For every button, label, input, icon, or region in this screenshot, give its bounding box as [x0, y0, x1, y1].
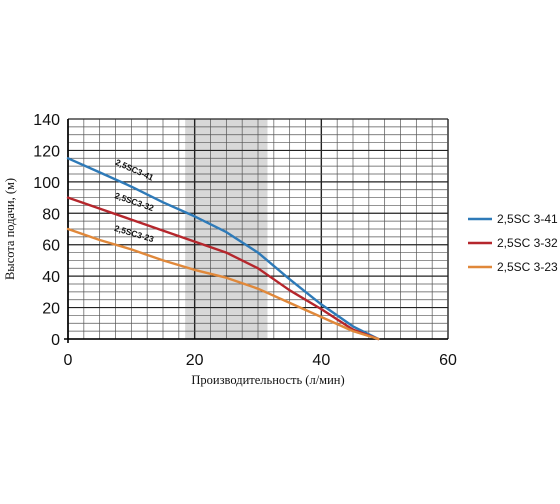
y-tick-labels: 0 20 40 60 80 100 120 140: [33, 112, 60, 349]
y-tick-label: 20: [42, 301, 60, 318]
x-tick-label: 60: [439, 352, 457, 369]
legend-label: 2,5SC 3-32: [497, 236, 558, 250]
curve-2-5SC-3-23: [66, 227, 380, 341]
x-tick-labels: 0 20 40 60: [64, 352, 457, 369]
y-tick-label: 40: [42, 269, 60, 286]
y-tick-label: 120: [33, 143, 60, 160]
y-axis-title: Высота подачи, (м): [3, 178, 17, 280]
curve-2-5SC-3-32: [66, 196, 380, 341]
curve-2-5SC-3-41: [66, 157, 380, 341]
legend: 2,5SC 3-41 2,5SC 3-32 2,5SC 3-23: [468, 212, 558, 274]
y-tick-label: 100: [33, 175, 60, 192]
x-tick-label: 0: [64, 352, 73, 369]
y-tick-label: 0: [51, 332, 60, 349]
axes: [64, 119, 448, 343]
y-tick-label: 140: [33, 112, 60, 129]
legend-label: 2,5SC 3-41: [497, 212, 558, 226]
y-tick-label: 80: [42, 206, 60, 223]
legend-label: 2,5SC 3-23: [497, 260, 558, 274]
grid-lines: [67, 118, 449, 340]
performance-curves: [66, 157, 380, 341]
y-tick-label: 60: [42, 238, 60, 255]
x-tick-label: 40: [312, 352, 330, 369]
x-tick-label: 20: [186, 352, 204, 369]
x-axis-title: Производительность (л/мин): [191, 373, 344, 387]
